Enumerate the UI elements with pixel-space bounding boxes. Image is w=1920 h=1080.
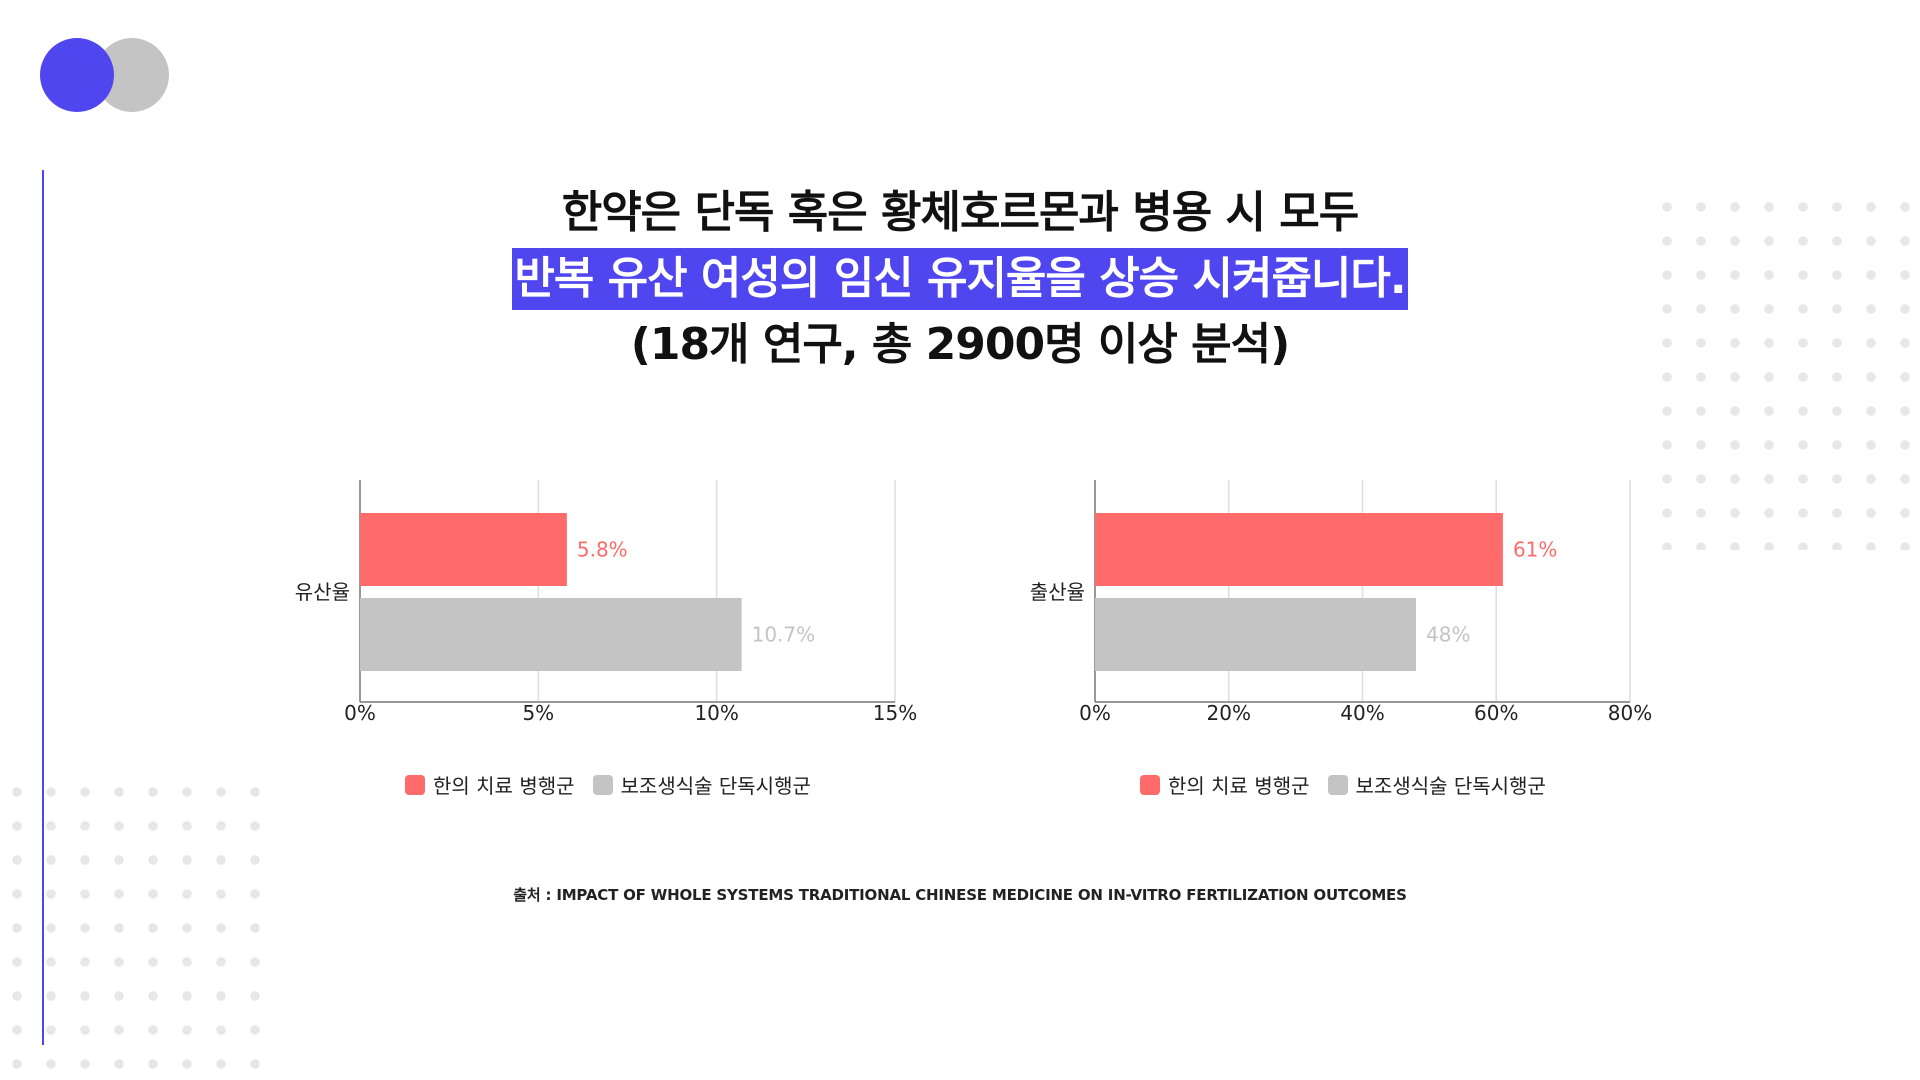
bar	[360, 598, 742, 671]
x-tick-label: 10%	[694, 701, 738, 725]
title-line-1: 한약은 단독 혹은 황체호르몬과 병용 시 모두	[561, 187, 1360, 238]
legend-label: 한의 치료 병행군	[433, 774, 575, 798]
legend-label: 보조생식술 단독시행군	[1355, 774, 1546, 798]
legend-swatch-red	[405, 774, 425, 795]
decorative-dot-pattern	[0, 775, 260, 1080]
data-label: 10.7%	[752, 623, 816, 647]
legend-item: 한의 치료 병행군	[405, 770, 575, 799]
x-tick-label: 20%	[1207, 701, 1251, 725]
legend-item: 한의 치료 병행군	[1140, 770, 1310, 799]
title-line-3: (18개 연구, 총 2900명 이상 분석)	[630, 319, 1291, 370]
legend-swatch-grey	[1327, 774, 1348, 795]
chart-legend: 한의 치료 병행군 보조생식술 단독시행군	[1140, 770, 1564, 799]
slide-title: 한약은 단독 혹은 황체호르몬과 병용 시 모두 반복 유산 여성의 임신 유지…	[0, 180, 1920, 378]
x-tick-label: 5%	[522, 701, 554, 725]
logo	[40, 38, 170, 114]
legend-item: 보조생식술 단독시행군	[1327, 770, 1546, 799]
category-label: 출산율	[1030, 580, 1085, 604]
miscarriage-rate-chart: 5.8% 10.7% 유산율 0% 5% 10% 15%	[295, 480, 917, 725]
bar	[360, 513, 567, 586]
legend-item: 보조생식술 단독시행군	[592, 770, 811, 799]
category-label: 유산율	[295, 580, 350, 604]
chart-legend: 한의 치료 병행군 보조생식술 단독시행군	[405, 770, 829, 799]
source-citation: 출처 : IMPACT OF WHOLE SYSTEMS TRADITIONAL…	[513, 886, 1407, 904]
data-label: 5.8%	[577, 538, 628, 562]
data-label: 61%	[1513, 538, 1557, 562]
logo-circle-blue	[40, 38, 114, 112]
data-label: 48%	[1426, 623, 1470, 647]
legend-label: 보조생식술 단독시행군	[620, 774, 811, 798]
legend-label: 한의 치료 병행군	[1168, 774, 1310, 798]
x-tick-label: 80%	[1608, 701, 1652, 725]
legend-swatch-grey	[592, 774, 613, 795]
decorative-dot-pattern	[1650, 190, 1920, 550]
bar	[1095, 513, 1503, 586]
legend-swatch-red	[1140, 774, 1160, 795]
x-tick-label: 40%	[1340, 701, 1384, 725]
accent-vertical-line	[42, 170, 44, 1045]
x-tick-label: 0%	[1079, 701, 1111, 725]
birth-rate-chart: 61% 48% 출산율 0% 20% 40% 60% 80%	[1030, 480, 1652, 725]
bar	[1095, 598, 1416, 671]
x-tick-label: 15%	[873, 701, 917, 725]
x-tick-label: 60%	[1474, 701, 1518, 725]
x-tick-label: 0%	[344, 701, 376, 725]
title-line-2-highlight: 반복 유산 여성의 임신 유지율을 상승 시켜줍니다.	[512, 248, 1408, 310]
